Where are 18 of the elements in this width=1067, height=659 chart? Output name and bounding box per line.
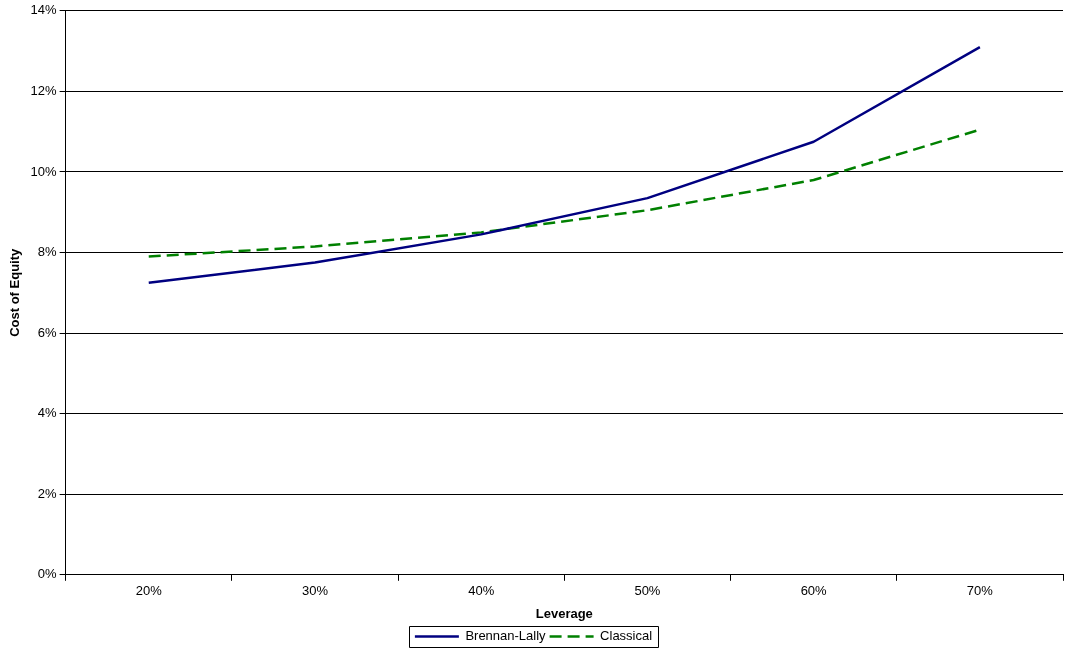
y-tick-label: 10% — [30, 163, 58, 179]
y-tick-label: 14% — [30, 2, 58, 18]
y-tick-label: 2% — [37, 485, 58, 501]
x-tick-label: 70% — [966, 583, 994, 599]
x-tick-label: 30% — [301, 583, 329, 599]
y-tick-label: 6% — [37, 324, 58, 340]
x-tick-label: 60% — [800, 583, 828, 599]
x-tick-label: 40% — [468, 583, 495, 599]
x-tick-label: 50% — [634, 583, 661, 599]
x-tick-label: 20% — [135, 583, 163, 599]
y-tick-label: 0% — [37, 566, 58, 582]
y-tick-label: 12% — [30, 82, 58, 98]
y-axis-title: Cost of Equity — [7, 247, 23, 337]
x-axis-title: Leverage — [535, 605, 593, 621]
y-tick-label: 8% — [37, 244, 58, 260]
y-tick-label: 4% — [37, 405, 58, 421]
legend-label: Brennan-Lally — [465, 628, 547, 644]
legend-label: Classical — [600, 628, 653, 644]
